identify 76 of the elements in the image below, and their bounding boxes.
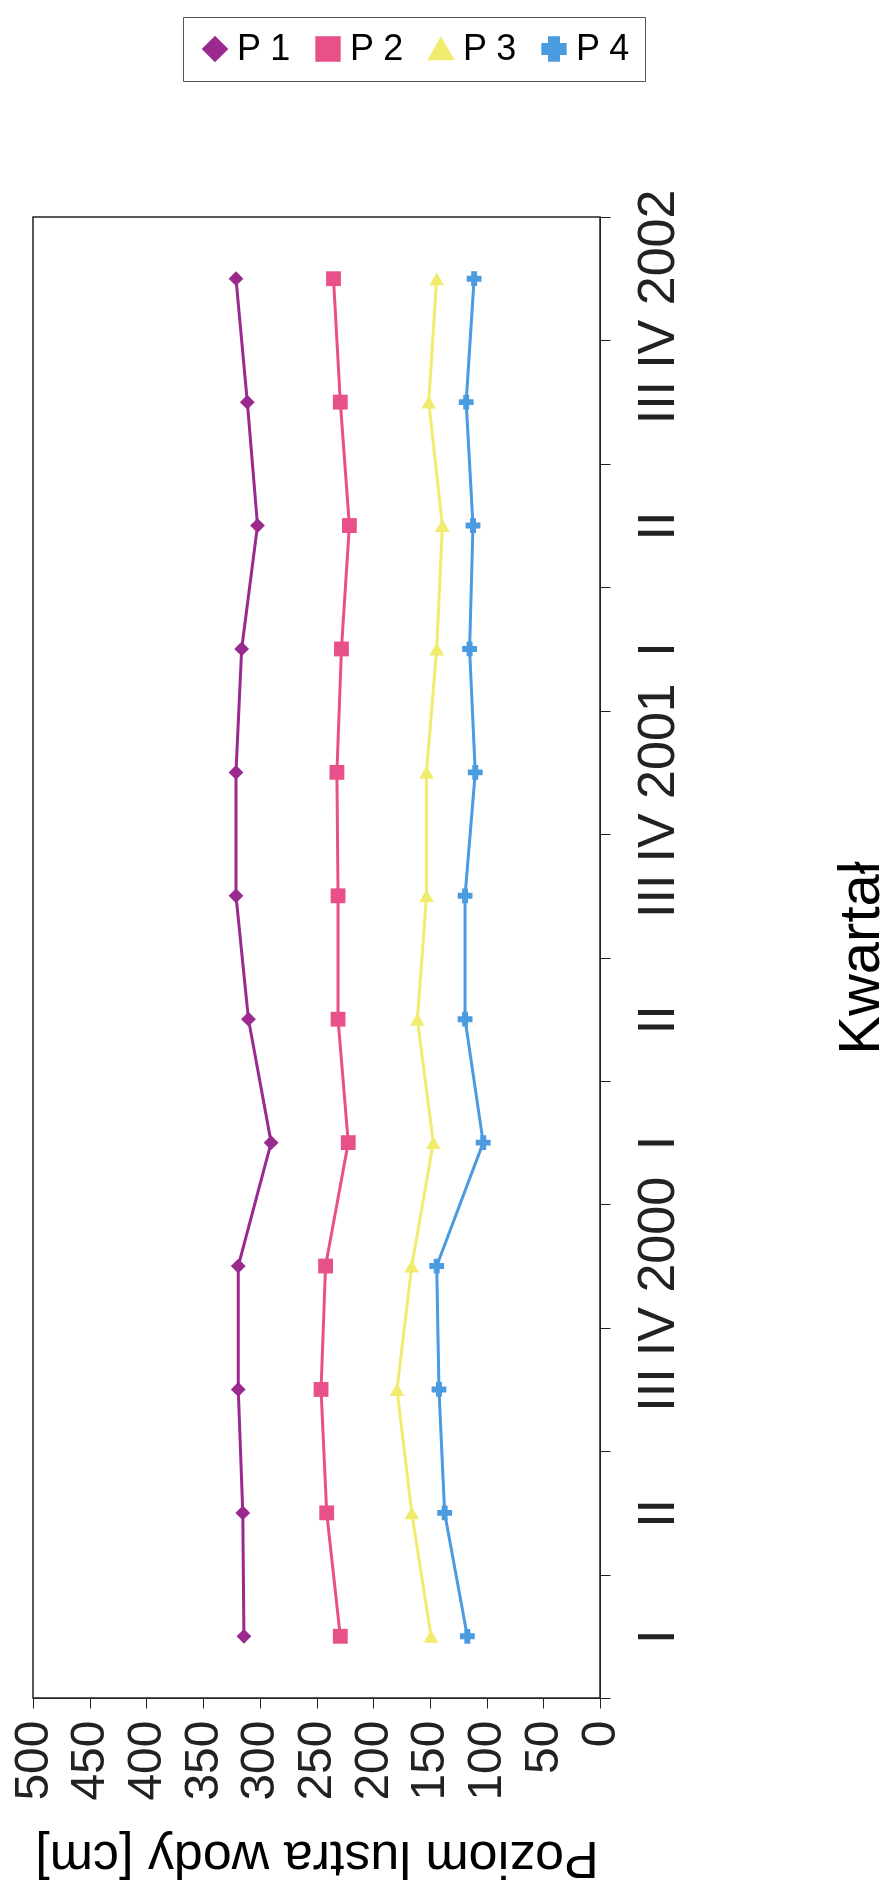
point <box>318 1258 333 1274</box>
point <box>423 1629 439 1643</box>
point <box>466 271 482 287</box>
x-tick-label: 200 <box>344 1720 398 1801</box>
y-tick-label: II <box>626 1498 685 1528</box>
point <box>475 1135 491 1151</box>
point <box>467 764 483 780</box>
x-tick-label: 150 <box>401 1720 455 1801</box>
point <box>329 764 345 780</box>
point <box>334 641 349 657</box>
point <box>250 518 265 533</box>
legend-label: P 2 <box>350 27 404 68</box>
point <box>319 1505 335 1521</box>
point <box>431 1382 447 1397</box>
y-tick-label: III <box>626 380 685 425</box>
y-tick-label: III <box>626 874 685 918</box>
point <box>330 888 346 904</box>
point <box>236 1628 252 1644</box>
point <box>235 1505 251 1521</box>
point <box>230 1258 246 1274</box>
y-tick-label: II <box>626 511 685 541</box>
point <box>313 1382 329 1397</box>
point <box>410 1012 425 1026</box>
point <box>341 518 357 533</box>
x-tick-label: 300 <box>231 1720 285 1801</box>
point <box>429 642 445 656</box>
x-tick-label: 0 <box>571 1720 625 1748</box>
point <box>429 1258 445 1274</box>
point <box>263 1135 279 1151</box>
point <box>340 1135 356 1151</box>
point <box>458 394 474 410</box>
point <box>389 1383 405 1396</box>
x-tick-label: 50 <box>514 1720 568 1774</box>
point <box>421 395 437 409</box>
point <box>404 1506 420 1520</box>
point <box>332 1628 348 1644</box>
x-tick-label: 250 <box>288 1720 341 1801</box>
point <box>230 1382 246 1397</box>
y-tick-label: IV 2000 <box>626 1176 685 1357</box>
y-tick-label: II <box>626 1005 685 1035</box>
x-tick-label: 450 <box>61 1720 115 1801</box>
point <box>404 1259 420 1273</box>
x-tick-label: 400 <box>117 1720 171 1801</box>
point <box>228 888 244 904</box>
x-tick-label: 350 <box>174 1720 228 1801</box>
point <box>429 272 445 286</box>
y-tick-label: IV 2001 <box>626 683 685 863</box>
y-tick-label: I <box>626 1135 685 1151</box>
legend-label: P 3 <box>463 27 517 68</box>
point <box>234 641 250 657</box>
point <box>434 519 450 532</box>
y-tick-label: I <box>626 1629 685 1645</box>
y-tick-label: IV 2002 <box>626 189 685 369</box>
x-tick-label: 100 <box>458 1720 512 1801</box>
point <box>330 1011 346 1027</box>
point <box>457 1011 473 1027</box>
x-axis-title: Poziom lustra wody [cm] <box>35 1830 599 1889</box>
legend-label: P 1 <box>237 27 291 68</box>
y-tick-label: I <box>626 642 685 657</box>
x-tick-label: 500 <box>4 1720 58 1801</box>
point <box>419 765 434 779</box>
point <box>462 641 478 657</box>
point <box>326 271 341 287</box>
point <box>425 1136 441 1150</box>
point <box>332 394 348 410</box>
point <box>228 764 244 780</box>
point <box>239 394 255 410</box>
point <box>465 518 481 533</box>
y-axis-title: Kwartał <box>825 861 882 1055</box>
point <box>241 1011 256 1027</box>
point <box>437 1505 453 1521</box>
y-tick-label: III <box>626 1368 685 1412</box>
point <box>228 271 244 287</box>
point <box>457 888 473 904</box>
legend-label: P 4 <box>576 27 630 68</box>
point <box>459 1628 475 1644</box>
